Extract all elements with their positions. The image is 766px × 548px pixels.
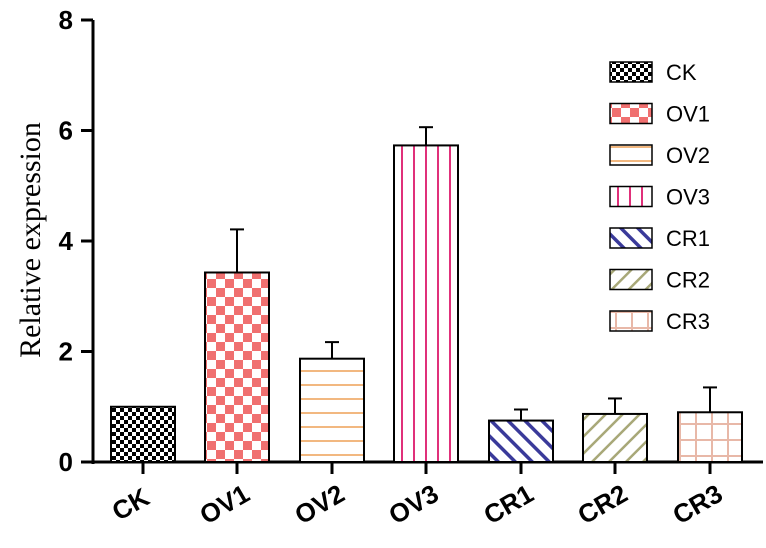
y-axis-label: Relative expression — [14, 122, 47, 358]
y-tick-label: 8 — [59, 5, 73, 35]
y-axis: 0 2 4 6 8 — [59, 5, 95, 477]
y-tick-label: 6 — [59, 116, 73, 146]
x-axis: CK OV1 OV2 OV3 CR1 CR2 CR3 — [92, 460, 763, 530]
legend-swatch-cr3 — [609, 310, 653, 332]
bar-cr2 — [582, 412, 648, 463]
legend-label-cr1: CR1 — [666, 226, 710, 251]
y-tick-label: 0 — [59, 447, 73, 477]
bar-ck — [110, 405, 176, 463]
bars — [110, 126, 743, 463]
x-tick-label-ov3: OV3 — [383, 478, 443, 530]
x-tick-label-cr3: CR3 — [667, 478, 727, 530]
legend-swatch-ov1 — [609, 102, 653, 125]
y-tick-label: 4 — [59, 226, 74, 256]
legend-label-ov2: OV2 — [666, 143, 710, 168]
x-tick-label-ov2: OV2 — [289, 478, 349, 530]
bar-ov3 — [393, 144, 459, 463]
legend-swatch-ov3 — [609, 185, 653, 208]
y-tick-label: 2 — [59, 337, 73, 367]
legend-swatch-cr1 — [609, 227, 653, 249]
legend-swatch-ck — [609, 61, 653, 83]
legend-label-ck: CK — [666, 60, 697, 85]
legend: CK OV1 OV2 OV3 CR1 CR2 CR3 — [609, 60, 710, 334]
x-tick-label-cr1: CR1 — [478, 478, 538, 530]
legend-label-cr3: CR3 — [666, 309, 710, 334]
bar-cr1 — [488, 419, 554, 463]
bar-ov1 — [204, 271, 270, 463]
bar-cr3 — [677, 411, 743, 463]
x-tick-label-ck: CK — [107, 482, 155, 527]
x-tick-label-cr2: CR2 — [572, 478, 632, 530]
legend-swatch-ov2 — [609, 144, 653, 166]
legend-label-ov1: OV1 — [666, 102, 710, 127]
legend-label-cr2: CR2 — [666, 268, 710, 293]
legend-label-ov3: OV3 — [666, 185, 710, 210]
x-tick-label-ov1: OV1 — [194, 478, 254, 530]
bar-ov2 — [299, 357, 365, 463]
legend-swatch-cr2 — [609, 268, 653, 291]
